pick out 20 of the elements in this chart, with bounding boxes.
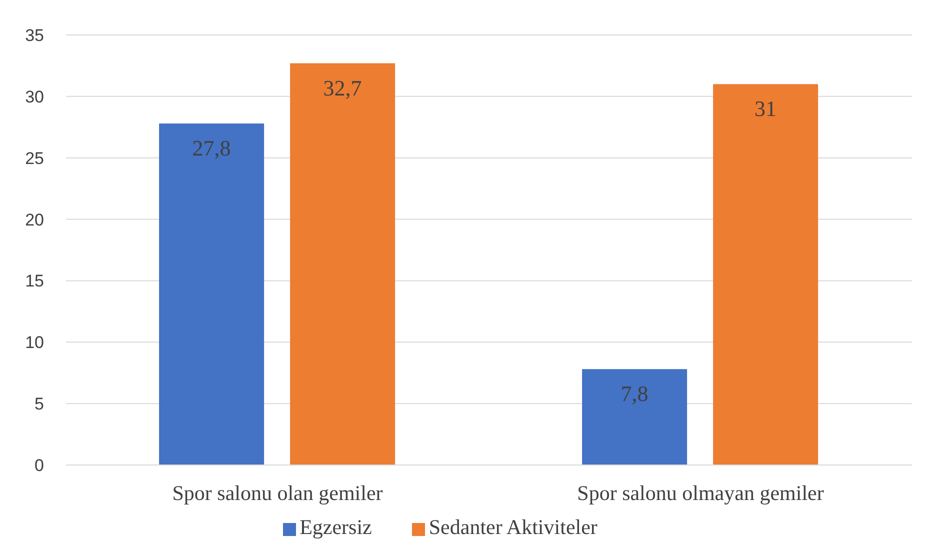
bar xyxy=(582,369,688,465)
y-tick-label: 15 xyxy=(25,272,44,291)
bar xyxy=(713,84,818,465)
bar xyxy=(159,123,264,465)
y-tick-label: 5 xyxy=(34,394,44,414)
data-label: 32,7 xyxy=(323,75,362,100)
data-label: 31 xyxy=(754,96,777,122)
y-tick-label: 30 xyxy=(25,87,44,106)
x-tick-label: Spor salonu olmayan gemiler xyxy=(577,480,824,505)
data-label: 27,8 xyxy=(192,135,231,160)
y-tick-label: 25 xyxy=(25,148,44,168)
y-tick-label: 0 xyxy=(34,456,44,476)
y-tick-label: 20 xyxy=(25,210,44,230)
bar xyxy=(290,63,396,465)
x-tick-label: Spor salonu olan gemiler xyxy=(172,480,383,505)
y-tick-label: 10 xyxy=(25,333,44,352)
data-label: 7,8 xyxy=(620,381,648,406)
y-tick-label: 35 xyxy=(25,26,44,46)
legend-label: Sedanter Aktiviteler xyxy=(428,515,598,539)
legend-label: Egzersiz xyxy=(300,515,372,539)
